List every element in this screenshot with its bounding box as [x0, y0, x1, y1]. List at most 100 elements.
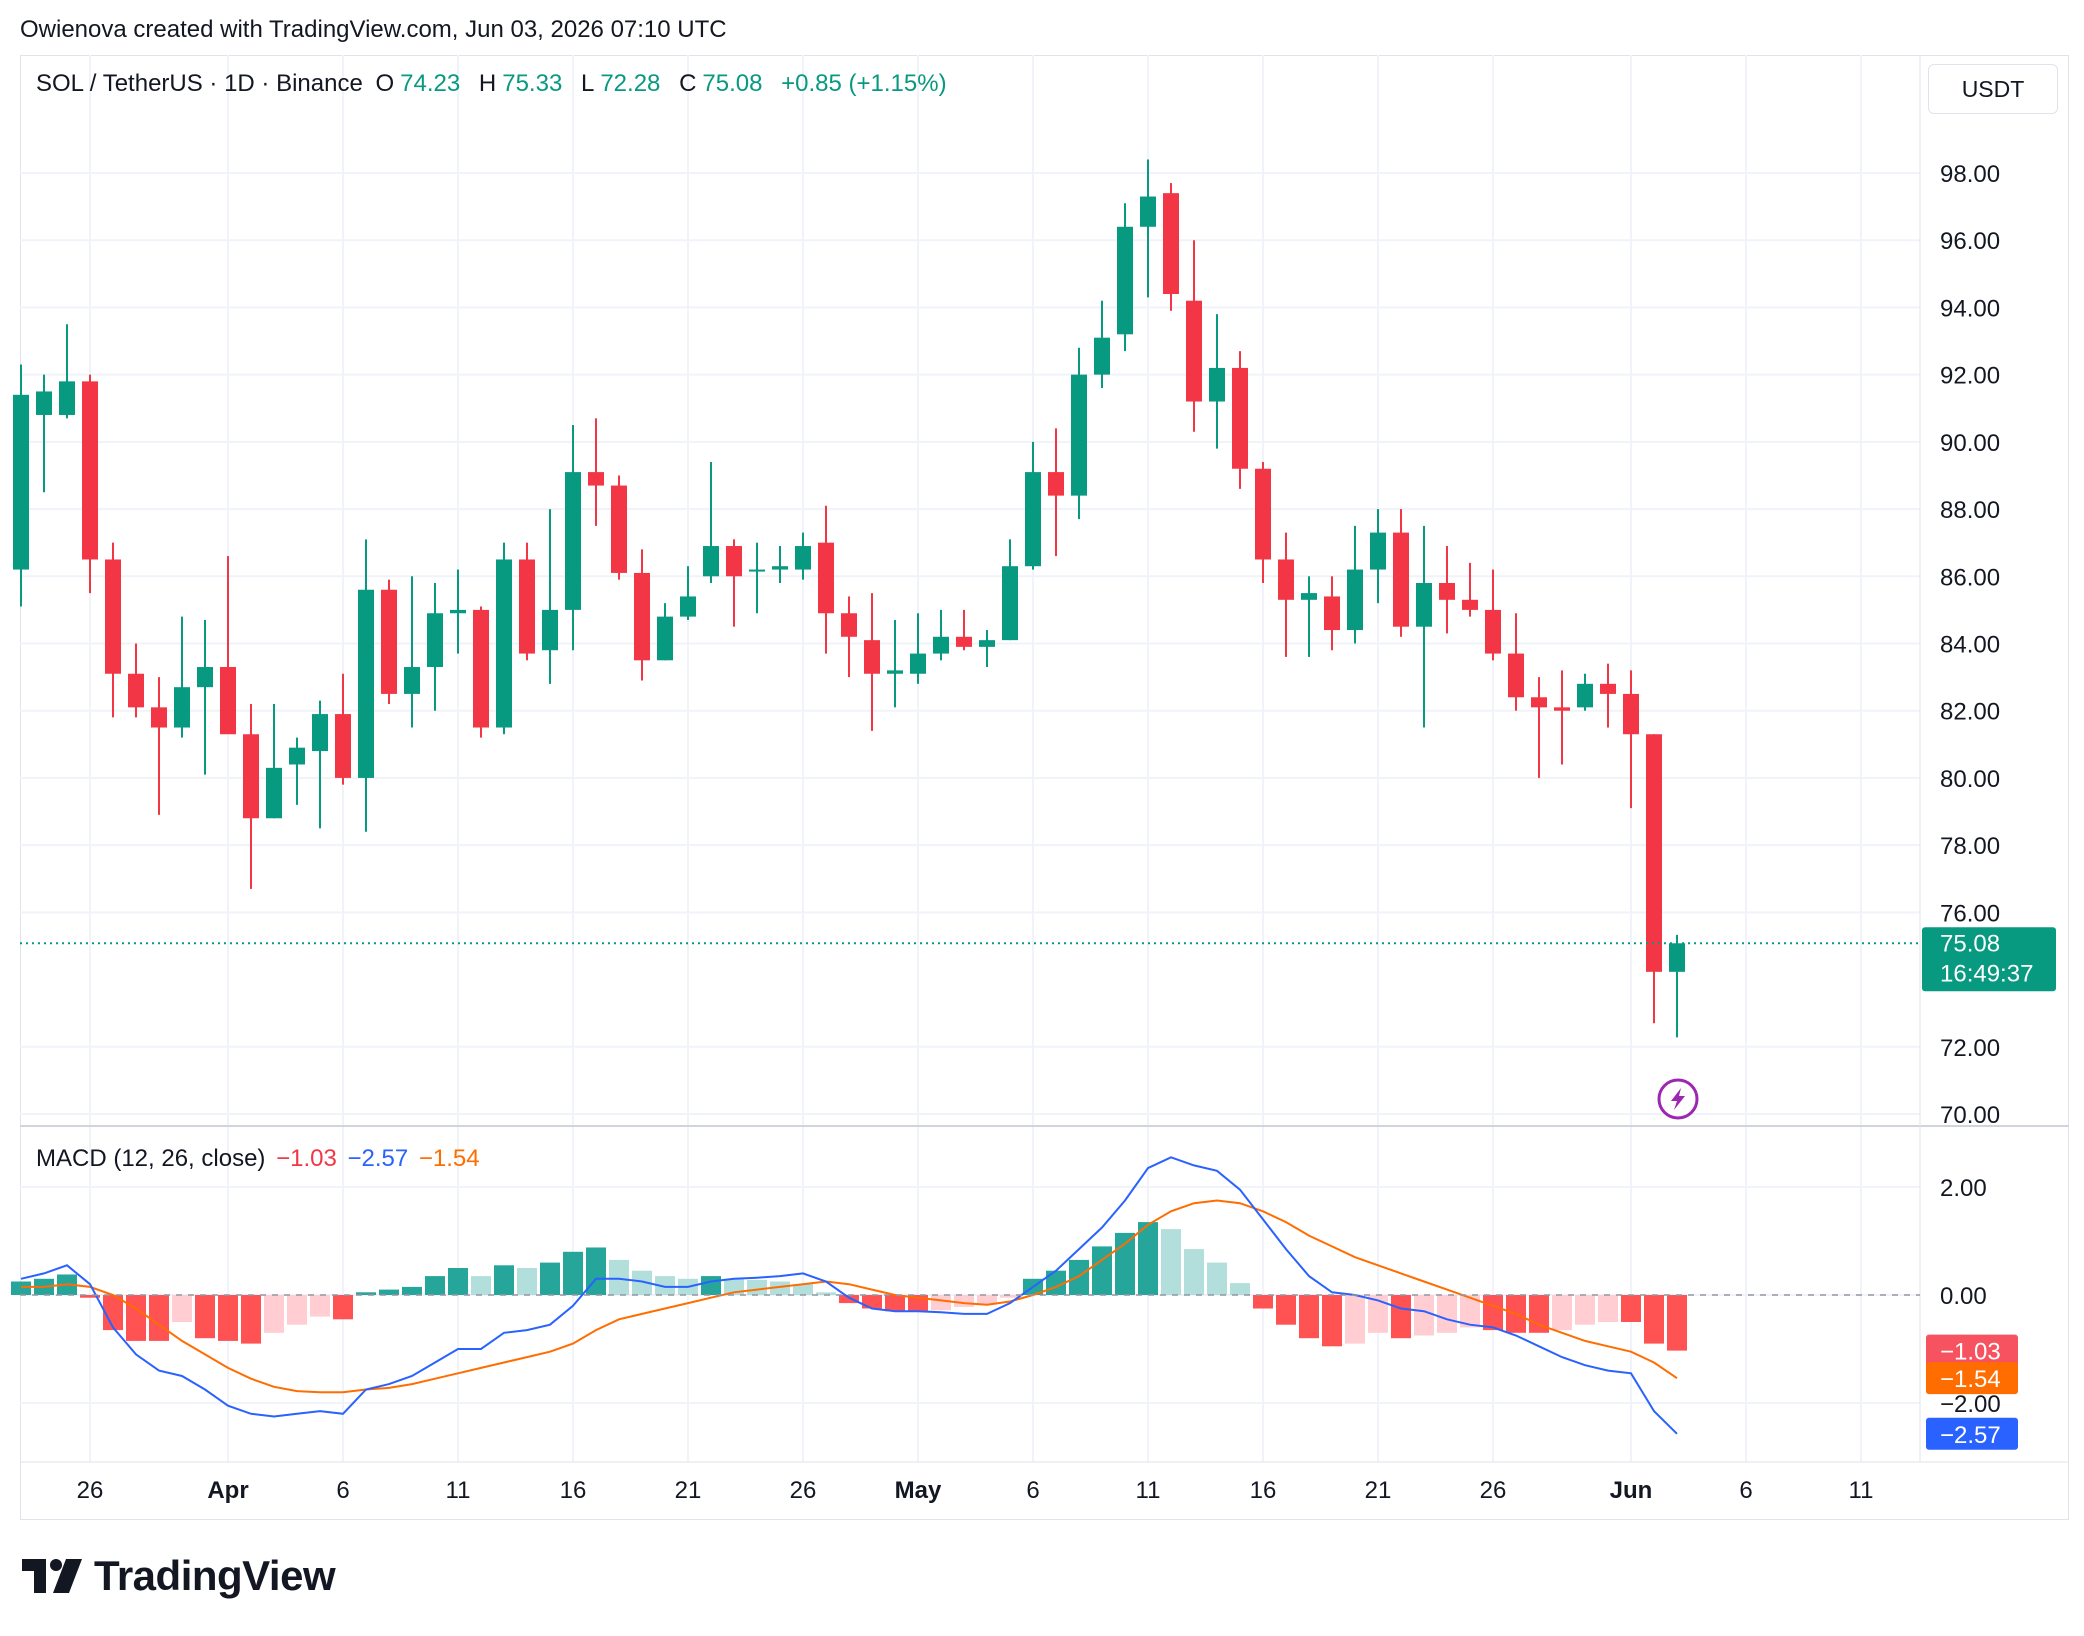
price-tick-label: 88.00 [1940, 497, 2000, 524]
macd-histogram-bar [103, 1295, 123, 1331]
candle[interactable] [1186, 240, 1202, 432]
candle[interactable] [1485, 569, 1501, 661]
candle[interactable] [13, 364, 29, 607]
candle[interactable] [1393, 509, 1409, 637]
candle[interactable] [427, 583, 443, 711]
symbol-legend[interactable]: SOL / TetherUS · 1D · Binance O 74.23 H 75… [36, 70, 953, 98]
candle[interactable] [312, 700, 328, 829]
candle[interactable] [933, 609, 949, 661]
price-tick-label: 90.00 [1940, 430, 2000, 457]
macd-histogram-bar [1276, 1295, 1296, 1325]
candle[interactable] [1163, 183, 1179, 311]
candle[interactable] [979, 630, 995, 668]
candle[interactable] [1232, 351, 1248, 489]
tradingview-logo-icon [22, 1559, 82, 1593]
price-tick-label: 82.00 [1940, 699, 2000, 726]
macd-value-badge: −2.57 [1926, 1417, 2018, 1450]
candle[interactable] [611, 475, 627, 580]
currency-selector[interactable]: USDT [1928, 64, 2058, 114]
candle[interactable] [151, 677, 167, 815]
candle[interactable] [565, 425, 581, 651]
candle[interactable] [726, 539, 742, 627]
macd-histogram-bar [1598, 1295, 1618, 1322]
candle[interactable] [381, 579, 397, 704]
date-tick-label: 26 [1480, 1477, 1507, 1504]
candle[interactable] [588, 418, 604, 526]
candle[interactable] [496, 542, 512, 735]
candle[interactable] [887, 619, 903, 708]
candle[interactable] [818, 505, 834, 654]
candle[interactable] [1600, 663, 1616, 728]
candle[interactable] [1048, 428, 1064, 557]
macd-line-value: −2.57 [347, 1145, 409, 1172]
candle[interactable] [634, 549, 650, 681]
candle[interactable] [36, 374, 52, 493]
macd-title[interactable]: MACD (12, 26, close) [36, 1145, 266, 1172]
macd-histogram-bar [494, 1265, 514, 1295]
candle[interactable] [1071, 347, 1087, 520]
candle[interactable] [1531, 677, 1547, 778]
candle[interactable] [404, 576, 420, 728]
candle[interactable] [1508, 613, 1524, 711]
candle[interactable] [1278, 532, 1294, 657]
candle[interactable] [220, 556, 236, 735]
candle[interactable] [1577, 673, 1593, 711]
candle[interactable] [1669, 934, 1685, 1038]
candle[interactable] [1370, 509, 1386, 604]
candle[interactable] [450, 569, 466, 654]
candle[interactable] [1324, 576, 1340, 651]
lightning-event-icon[interactable] [1657, 1078, 1699, 1120]
macd-value-badge: −1.03 [1926, 1334, 2018, 1367]
date-tick-label: 21 [675, 1477, 702, 1504]
candle[interactable] [243, 703, 259, 889]
candle[interactable] [910, 613, 926, 684]
candle[interactable] [335, 673, 351, 785]
candle[interactable] [680, 566, 696, 620]
macd-tick-label: 0.00 [1940, 1283, 1987, 1310]
candle[interactable] [1301, 576, 1317, 657]
candle[interactable] [703, 462, 719, 584]
candle[interactable] [82, 374, 98, 594]
candle[interactable] [1416, 525, 1432, 728]
candle[interactable] [1554, 670, 1570, 765]
symbol-name[interactable]: SOL / TetherUS · 1D · Binance [36, 70, 363, 97]
candle[interactable] [1025, 441, 1041, 570]
candle[interactable] [542, 509, 558, 684]
date-tick-label: 26 [790, 1477, 817, 1504]
candle[interactable] [841, 596, 857, 678]
candle[interactable] [749, 542, 765, 614]
candle[interactable] [1646, 734, 1662, 1024]
candle[interactable] [174, 616, 190, 738]
candle[interactable] [1117, 203, 1133, 352]
candle[interactable] [956, 609, 972, 651]
candle[interactable] [59, 324, 75, 419]
candle[interactable] [1094, 300, 1110, 389]
macd-signal-value: −1.54 [418, 1145, 480, 1172]
candle[interactable] [1623, 670, 1639, 809]
candle[interactable] [864, 593, 880, 731]
candle[interactable] [1462, 562, 1478, 617]
macd-legend[interactable]: MACD (12, 26, close) −1.03 −2.57 −1.54 [36, 1145, 484, 1173]
candle[interactable] [1002, 539, 1018, 641]
candle[interactable] [772, 546, 788, 584]
candle[interactable] [1255, 462, 1271, 584]
candle[interactable] [1347, 525, 1363, 644]
candles[interactable] [13, 159, 1685, 1038]
candle[interactable] [473, 606, 489, 738]
candle[interactable] [266, 703, 282, 819]
candle[interactable] [1140, 159, 1156, 298]
candle[interactable] [795, 532, 811, 580]
candle[interactable] [105, 542, 121, 718]
macd-pane[interactable] [11, 1156, 1687, 1435]
candle[interactable] [1439, 546, 1455, 634]
candle[interactable] [289, 737, 305, 805]
candle[interactable] [657, 603, 673, 661]
candle[interactable] [519, 542, 535, 661]
candle[interactable] [197, 619, 213, 775]
tradingview-logo[interactable]: TradingView [22, 1552, 336, 1600]
candle[interactable] [358, 539, 374, 832]
candle[interactable] [1209, 314, 1225, 449]
macd-histogram-bar [1092, 1246, 1112, 1295]
candle[interactable] [128, 643, 144, 718]
